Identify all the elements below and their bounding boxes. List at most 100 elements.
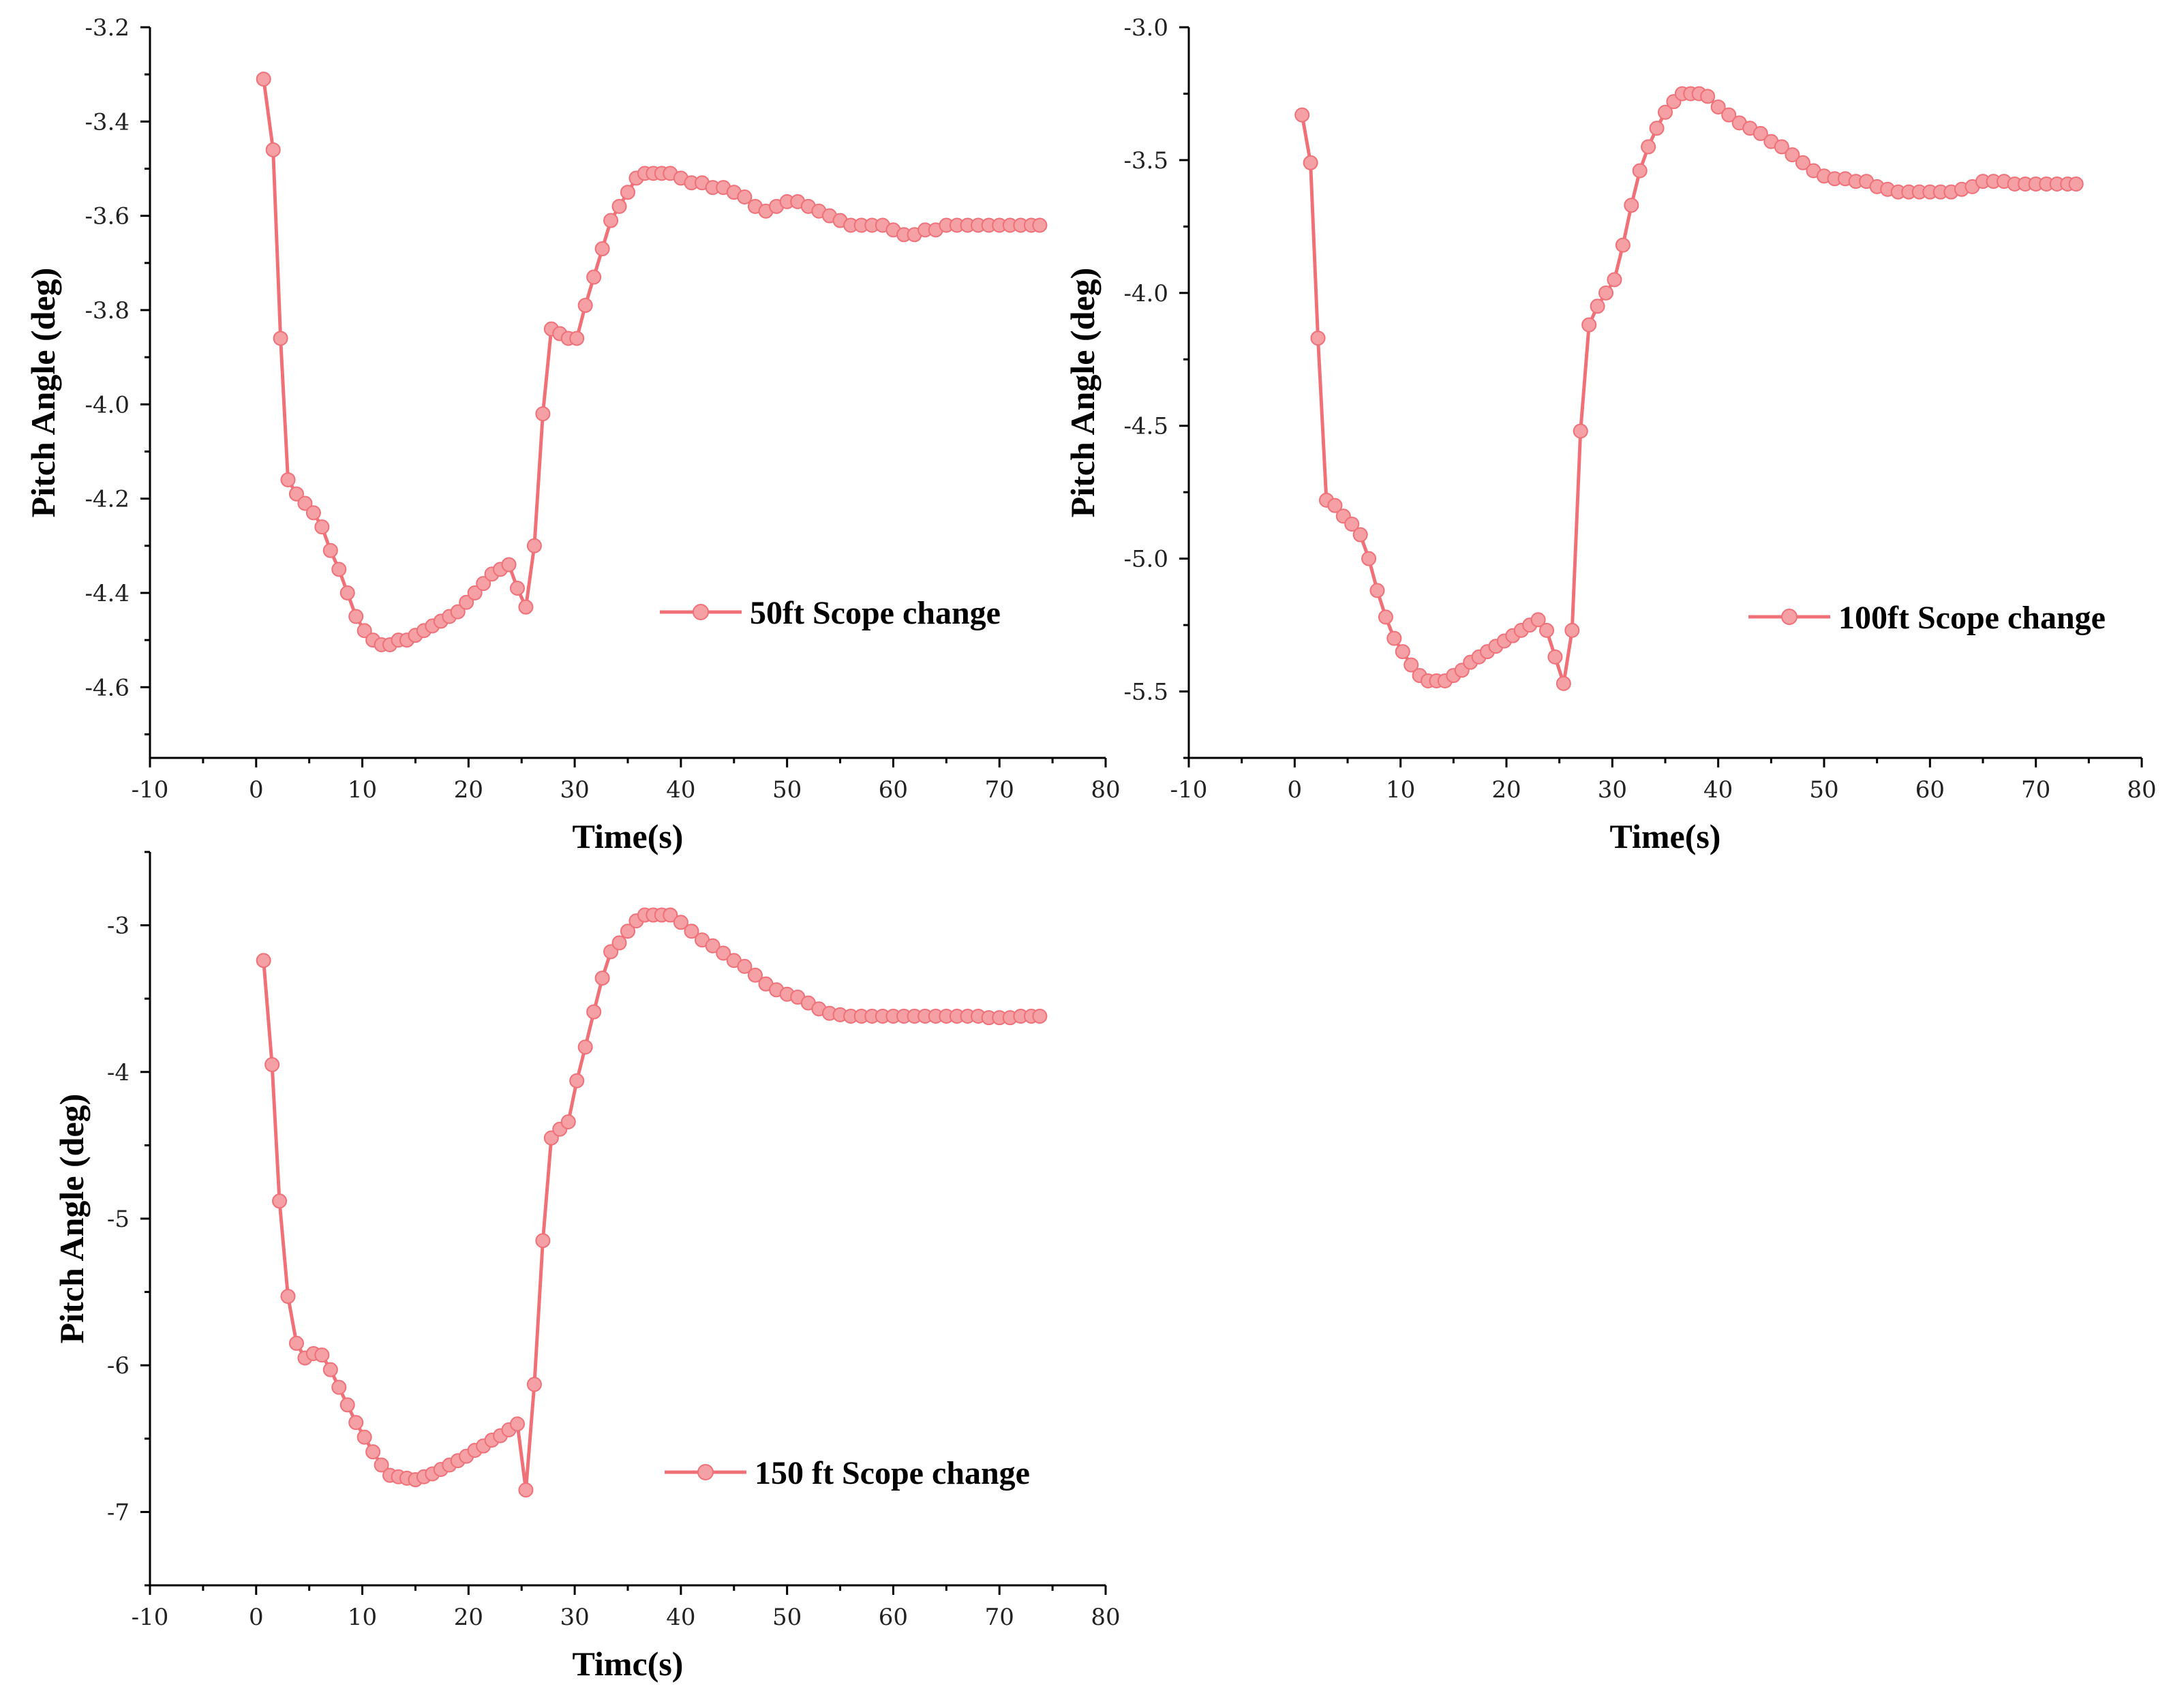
data-point [322, 543, 338, 558]
data-point [314, 519, 330, 535]
x-tick-label: 60 [879, 776, 908, 804]
data-point [1386, 630, 1402, 646]
legend-marker [1781, 609, 1798, 625]
data-point [1795, 155, 1810, 170]
x-tick-label: 80 [1091, 776, 1120, 804]
data-point [1607, 272, 1622, 288]
data-point [577, 298, 593, 314]
data-point [716, 945, 731, 961]
data-point [280, 472, 296, 487]
x-tick-label: 80 [2127, 776, 2156, 804]
data-point [569, 1073, 585, 1088]
data-point [1395, 644, 1410, 660]
data-point [1361, 551, 1377, 566]
data-point [1624, 198, 1639, 213]
data-point [1530, 612, 1546, 628]
data-point [620, 924, 635, 939]
y-tick-label: -5 [107, 1206, 130, 1233]
y-tick-label: -4.0 [85, 391, 130, 418]
data-point [594, 241, 610, 257]
data-point [1310, 331, 1326, 346]
x-tick-label: 80 [1091, 1604, 1120, 1631]
data-point [1615, 237, 1630, 253]
x-tick-label: 20 [454, 776, 483, 804]
data-point [1774, 139, 1789, 155]
y-tick-label: -4.5 [1123, 413, 1168, 440]
data-point [365, 1444, 381, 1460]
data-point [374, 1457, 389, 1473]
x-axis-title: Time(s) [573, 817, 684, 855]
data-point [673, 915, 688, 930]
data-point [569, 331, 585, 346]
data-point [1785, 147, 1800, 163]
x-axis-title: Time(s) [1610, 817, 1721, 855]
data-point [560, 1114, 576, 1129]
data-point [1658, 104, 1673, 120]
y-tick-label: -5.0 [1123, 546, 1168, 573]
data-point [705, 938, 721, 954]
data-point [1598, 285, 1614, 301]
y-tick-label: -3.0 [1123, 14, 1168, 42]
data-point [297, 495, 313, 511]
data-point [526, 538, 542, 553]
y-axis-title: Pitch Angle (deg) [1063, 268, 1102, 518]
data-point [339, 1397, 355, 1413]
y-axis-title: Pitch Angle (deg) [24, 268, 62, 518]
y-tick-label: -3.4 [85, 108, 130, 136]
y-tick-label: -7 [107, 1499, 130, 1526]
x-tick-label: 40 [1703, 776, 1733, 804]
data-point [288, 486, 304, 502]
data-point [611, 198, 627, 214]
data-point [1710, 99, 1726, 115]
data-point [1344, 516, 1360, 532]
data-point [314, 1347, 330, 1363]
data-point [331, 562, 347, 577]
chart-panel-150ft: -10 0 10 20 30 40 50 60 70 80 -7 -6 -5 -4 -3 Timc(s) Pit… [52, 851, 1121, 1683]
x-tick-label: 30 [560, 1604, 589, 1631]
x-tick-label: 10 [1386, 776, 1415, 804]
x-tick-label: 60 [1915, 776, 1945, 804]
data-point [509, 1416, 525, 1432]
y-tick-label: -4.0 [1123, 280, 1168, 307]
data-point [1539, 622, 1555, 638]
data-point [357, 1429, 372, 1445]
x-tick-label: 40 [666, 776, 695, 804]
data-point [1700, 89, 1716, 104]
legend-label: 150 ft Scope change [755, 1455, 1030, 1491]
y-tick-label: -4.6 [85, 674, 130, 701]
data-point [1649, 121, 1665, 136]
data-point [594, 971, 610, 986]
data-point [1032, 1009, 1048, 1024]
data-point [280, 1289, 296, 1305]
data-point [747, 967, 763, 983]
data-point [1032, 217, 1048, 233]
data-point [603, 213, 619, 228]
x-tick-label: 50 [772, 776, 802, 804]
data-point [577, 1039, 593, 1055]
y-tick-label: -3.8 [85, 297, 130, 324]
x-tick-label: 30 [1598, 776, 1627, 804]
data-point [1369, 583, 1385, 598]
x-tick-label: 10 [348, 776, 377, 804]
y-axis-title: Pitch Angle (deg) [52, 1094, 91, 1344]
y-tick-label: -4.4 [85, 580, 130, 607]
data-point [339, 585, 355, 600]
data-point [288, 1335, 304, 1351]
chart-panel-100ft: -10 0 10 20 30 40 50 60 70 80 -5.5 -5.0 -4.5 -4.0 -3.5… [1063, 14, 2157, 855]
data-point [264, 1057, 280, 1073]
data-point [348, 1415, 364, 1431]
data-point [256, 72, 271, 87]
x-tick-label: 50 [772, 1604, 802, 1631]
data-point [1378, 609, 1393, 625]
y-tick-label: -6 [107, 1352, 130, 1379]
data-point [611, 935, 627, 951]
data-point [737, 189, 753, 204]
x-tick-label: 30 [560, 776, 589, 804]
data-point [305, 505, 321, 521]
data-point [737, 958, 753, 974]
data-point [265, 142, 281, 157]
x-tick-label: -10 [132, 776, 169, 804]
data-point [1641, 139, 1656, 155]
y-tick-label: -3.2 [85, 14, 130, 42]
data-point [586, 269, 602, 285]
